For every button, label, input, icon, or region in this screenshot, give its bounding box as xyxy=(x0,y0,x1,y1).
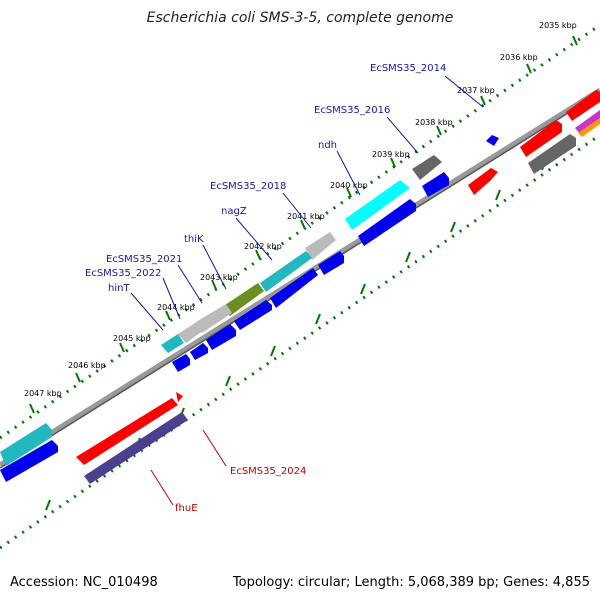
gene-feature xyxy=(172,354,190,372)
gene-label-ecsms35-2018: EcSMS35_2018 xyxy=(210,181,286,192)
tick-label: 2046 kbp xyxy=(68,361,106,370)
tick-label: 2040 kbp xyxy=(330,181,368,190)
gene-feature xyxy=(486,135,499,146)
gene-label-thik: thiK xyxy=(184,234,204,245)
gene-feature xyxy=(190,343,208,360)
tick-label: 2037 kbp xyxy=(457,86,495,95)
gene-label-ndh: ndh xyxy=(318,140,337,151)
gene-feature xyxy=(422,172,449,197)
gene-feature xyxy=(84,412,188,484)
gene-feature xyxy=(578,118,600,137)
gene-feature xyxy=(222,283,264,316)
gene-feature xyxy=(161,334,184,353)
gene-feature xyxy=(196,304,232,333)
gene-feature xyxy=(528,134,576,174)
gene-feature xyxy=(178,321,204,343)
gene-feature xyxy=(566,90,600,121)
tick-label: 2042 kbp xyxy=(244,242,282,251)
tick-label: 2041 kbp xyxy=(287,212,325,221)
gene-label-hint: hinT xyxy=(108,283,130,294)
outer-scale-line xyxy=(0,23,600,440)
tick-label: 2047 kbp xyxy=(24,389,62,398)
gene-features xyxy=(0,90,600,484)
gene-label-ecsms35-2022: EcSMS35_2022 xyxy=(85,268,161,279)
tick-labels: 2035 kbp 2036 kbp 2037 kbp 2038 kbp 2039… xyxy=(24,21,577,398)
genome-summary: Topology: circular; Length: 5,068,389 bp… xyxy=(232,575,590,590)
gene-label-ecsms35-2021: EcSMS35_2021 xyxy=(106,254,182,265)
gene-label-ecsms35-2016: EcSMS35_2016 xyxy=(314,105,390,116)
gene-feature xyxy=(206,324,236,350)
tick-label: 2045 kbp xyxy=(113,334,151,343)
gene-feature xyxy=(0,440,58,482)
gene-feature xyxy=(575,110,600,134)
gene-label-ecsms35-2014: EcSMS35_2014 xyxy=(370,63,446,74)
gene-feature xyxy=(468,168,498,195)
tick-label: 2044 kbp xyxy=(157,303,195,312)
accession-label: Accession: NC_010498 xyxy=(10,575,158,590)
gene-feature xyxy=(345,180,410,230)
gene-label-nagz: nagZ xyxy=(221,206,247,217)
gene-feature xyxy=(176,392,183,402)
gene-feature xyxy=(0,423,52,466)
gene-feature xyxy=(358,199,416,246)
tick-marks xyxy=(29,35,578,511)
gene-label-ecsms35-2024: EcSMS35_2024 xyxy=(230,466,306,477)
gene-feature xyxy=(318,251,344,275)
gene-feature xyxy=(76,398,178,465)
leader-lines xyxy=(130,75,484,506)
inner-scale-line xyxy=(0,133,600,550)
tick-label: 2036 kbp xyxy=(500,53,538,62)
gene-feature xyxy=(305,232,336,260)
tick-label: 2038 kbp xyxy=(415,118,453,127)
gene-feature xyxy=(520,120,562,157)
gene-feature xyxy=(234,300,272,330)
gene-labels: EcSMS35_2014 EcSMS35_2016 ndh EcSMS35_20… xyxy=(85,63,446,514)
tick-label: 2039 kbp xyxy=(372,150,410,159)
gene-feature xyxy=(412,155,442,180)
gene-label-fhue: fhuE xyxy=(175,503,198,514)
tick-label: 2035 kbp xyxy=(539,21,577,30)
tick-label: 2043 kbp xyxy=(200,273,238,282)
gene-feature xyxy=(270,268,318,308)
map-title: Escherichia coli SMS-3-5, complete genom… xyxy=(146,10,454,26)
gene-feature xyxy=(260,251,312,292)
